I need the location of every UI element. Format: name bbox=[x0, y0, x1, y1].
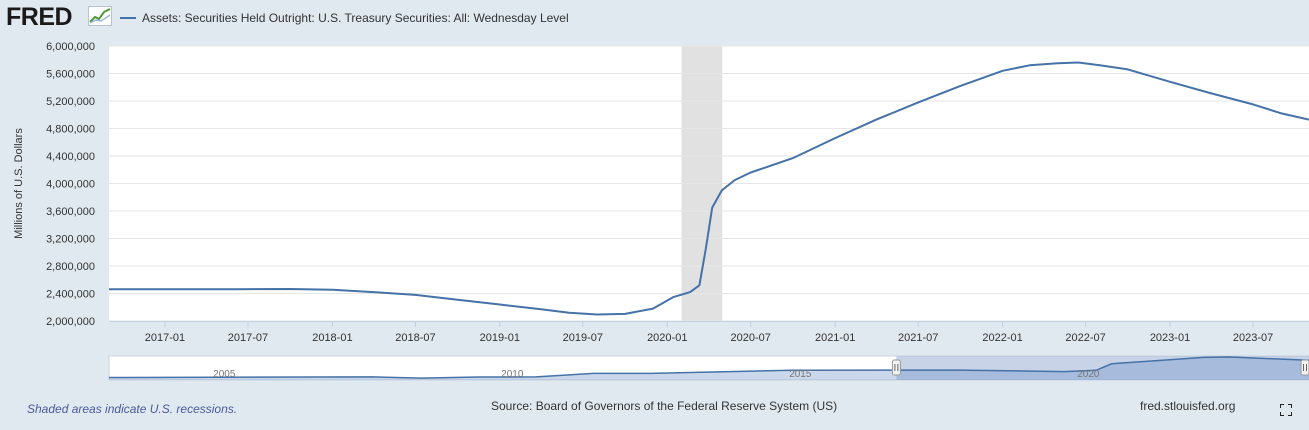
line-graph-icon bbox=[88, 6, 112, 26]
navigator-series-line bbox=[108, 356, 1309, 379]
navigator-year-label: 2020 bbox=[1077, 369, 1100, 380]
navigator-series-area bbox=[109, 357, 1309, 380]
source-note: Source: Board of Governors of the Federa… bbox=[491, 399, 838, 413]
navigator-year-label: 2010 bbox=[501, 369, 524, 380]
y-tick-label: 3,200,000 bbox=[46, 234, 95, 246]
x-tick-label: 2020-07 bbox=[731, 332, 771, 344]
y-tick-label: 4,400,000 bbox=[46, 151, 95, 163]
chart-legend: Assets: Securities Held Outright: U.S. T… bbox=[120, 9, 569, 27]
y-tick-label: 2,400,000 bbox=[46, 289, 95, 301]
y-axis-title: Millions of U.S. Dollars bbox=[13, 128, 25, 239]
x-tick-label: 2021-01 bbox=[815, 332, 855, 344]
x-tick-label: 2023-01 bbox=[1150, 332, 1190, 344]
x-tick-label: 2023-07 bbox=[1233, 332, 1273, 344]
site-link[interactable]: fred.stlouisfed.org bbox=[1140, 399, 1236, 413]
y-tick-label: 5,600,000 bbox=[46, 69, 95, 81]
navigator-handle-left[interactable] bbox=[891, 359, 901, 376]
x-tick-label: 2018-01 bbox=[312, 332, 352, 344]
y-tick-label: 2,800,000 bbox=[46, 261, 95, 273]
x-tick-label: 2019-01 bbox=[480, 332, 520, 344]
x-tick-label: 2019-07 bbox=[563, 332, 603, 344]
y-tick-label: 2,000,000 bbox=[46, 316, 95, 328]
y-tick-label: 3,600,000 bbox=[46, 206, 95, 218]
fullscreen-icon[interactable] bbox=[1280, 404, 1292, 416]
x-tick-label: 2018-07 bbox=[395, 332, 435, 344]
x-tick-label: 2022-07 bbox=[1065, 332, 1105, 344]
x-tick-label: 2020-01 bbox=[647, 332, 687, 344]
x-tick-label: 2021-07 bbox=[898, 332, 938, 344]
y-tick-label: 4,000,000 bbox=[46, 179, 95, 191]
x-tick-label: 2022-01 bbox=[982, 332, 1022, 344]
legend-label: Assets: Securities Held Outright: U.S. T… bbox=[142, 11, 569, 25]
y-tick-label: 5,200,000 bbox=[46, 96, 95, 108]
navigator-handle-right[interactable] bbox=[1300, 359, 1309, 376]
x-tick-label: 2017-01 bbox=[145, 332, 185, 344]
navigator-year-label: 2005 bbox=[213, 369, 236, 380]
y-tick-label: 4,800,000 bbox=[46, 124, 95, 136]
legend-swatch bbox=[120, 17, 136, 19]
navigator-handle-body[interactable] bbox=[891, 359, 901, 376]
x-tick-label: 2017-07 bbox=[228, 332, 268, 344]
navigator-year-label: 2015 bbox=[789, 369, 812, 380]
fred-logo[interactable]: FRED bbox=[6, 3, 73, 31]
recession-note: Shaded areas indicate U.S. recessions. bbox=[27, 402, 238, 416]
navigator-handle-body[interactable] bbox=[1300, 359, 1309, 376]
series-line[interactable] bbox=[109, 61, 1309, 316]
y-tick-label: 6,000,000 bbox=[46, 41, 95, 53]
graph-header: FRED Assets: Securities Held Outright: U… bbox=[0, 0, 1309, 36]
